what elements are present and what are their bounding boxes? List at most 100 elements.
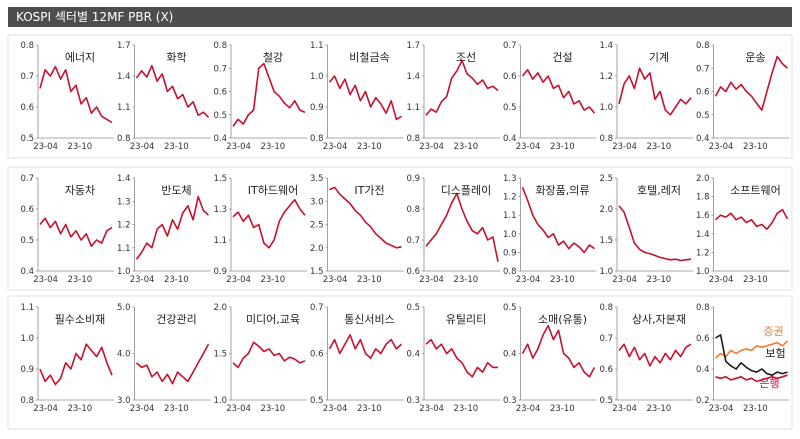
y-tick-label: 0.6 bbox=[213, 88, 227, 98]
y-tick-label: 0.9 bbox=[310, 103, 324, 113]
series-line-1 bbox=[426, 340, 498, 377]
sector-chart-12: 3.53.02.52.01.523-04 23-10IT가전 bbox=[310, 174, 404, 285]
y-tick-label: 0.3 bbox=[406, 396, 420, 406]
y-tick-label: 0.8 bbox=[117, 134, 131, 144]
y-tick-label: 0.7 bbox=[599, 334, 613, 344]
sector-chart-20: 0.70.60.523-04 23-10통신서비스 bbox=[310, 303, 404, 414]
series-line-1 bbox=[523, 70, 595, 113]
y-tick-label: 0.4 bbox=[696, 134, 710, 144]
x-tick-label: 23-10 bbox=[550, 404, 575, 414]
x-tick-label: 23-10 bbox=[743, 142, 768, 152]
x-tick-label: 23-04 bbox=[419, 275, 444, 285]
x-tick-label: 23-10 bbox=[164, 142, 189, 152]
series-line-1 bbox=[619, 206, 691, 261]
x-tick-label: 23-04 bbox=[226, 142, 251, 152]
sector-chart-8: 0.8 0.7 0.6 0.5 0.423-04 23-10 운송 bbox=[696, 41, 790, 152]
y-tick-label: 0.4 bbox=[503, 134, 517, 144]
y-tick-label: 0.7 bbox=[213, 64, 227, 74]
sector-chart-6: 0.7 0.6 0.5 0.423-04 23-10 건설 bbox=[503, 41, 597, 152]
x-tick-label: 23-04 bbox=[709, 142, 734, 152]
sector-chart-2: 1.7 1.4 1.1 0.823-04 23-10 화학 bbox=[117, 41, 211, 152]
y-tick-label: 0.8 bbox=[213, 41, 227, 51]
chart-title: 에너지 bbox=[65, 51, 95, 64]
y-tick-label: 1.6 bbox=[696, 211, 710, 221]
chart-title: 디스플레이 bbox=[441, 184, 492, 197]
y-tick-label: 0.9 bbox=[213, 267, 227, 277]
x-tick-label: 23-10 bbox=[453, 142, 478, 152]
y-tick-label: 1.5 bbox=[213, 350, 227, 360]
chart-title: 필수소비재 bbox=[55, 313, 106, 326]
chart-title: 반도체 bbox=[161, 184, 191, 197]
sector-chart-23: 0.8 0.7 0.6 0.523-04 23-10 상사,자본재 bbox=[599, 303, 693, 414]
x-tick-label: 23-10 bbox=[164, 404, 189, 414]
y-tick-label: 0.6 bbox=[406, 267, 420, 277]
chart-title: 미디어,교육 bbox=[246, 313, 300, 326]
y-tick-label: 1.7 bbox=[406, 41, 420, 51]
y-tick-label: 3.0 bbox=[117, 396, 131, 406]
sector-chart-19: 2.01.51.023-04 23-10미디어,교육 bbox=[213, 303, 307, 414]
x-tick-label: 23-04 bbox=[33, 275, 58, 285]
y-tick-label: 0.6 bbox=[310, 350, 324, 360]
x-tick-label: 23-04 bbox=[419, 142, 444, 152]
y-tick-label: 1.1 bbox=[117, 103, 131, 113]
series-line-1 bbox=[40, 218, 112, 246]
x-tick-label: 23-04 bbox=[323, 404, 348, 414]
series-line-1 bbox=[523, 326, 595, 377]
x-tick-label: 23-04 bbox=[33, 404, 58, 414]
series-line-1 bbox=[716, 210, 788, 230]
x-tick-label: 23-10 bbox=[357, 275, 382, 285]
y-tick-label: 0.7 bbox=[310, 303, 324, 313]
x-tick-label: 23-04 bbox=[226, 275, 251, 285]
y-tick-label: 0.5 bbox=[20, 134, 34, 144]
y-tick-label: 1.5 bbox=[310, 267, 324, 277]
y-tick-label: 0.5 bbox=[213, 111, 227, 121]
sector-chart-24: 0.80.60.40.223-04 23-10증권보험은행 bbox=[696, 303, 790, 414]
sector-chart-1: 0.80.70.60.523-04 23-10에너지 bbox=[20, 41, 114, 152]
y-tick-label: 5.0 bbox=[117, 303, 131, 313]
y-tick-label: 0.5 bbox=[406, 303, 420, 313]
y-tick-label: 0.4 bbox=[406, 350, 420, 360]
series-line-1 bbox=[426, 194, 498, 262]
chart-title: 운송 bbox=[745, 51, 765, 64]
series-line-1 bbox=[619, 68, 691, 115]
y-tick-label: 1.1 bbox=[310, 41, 324, 51]
x-tick-label: 23-10 bbox=[646, 142, 671, 152]
series-line-1 bbox=[716, 57, 788, 111]
series-line-1 bbox=[330, 335, 402, 358]
y-tick-label: 0.9 bbox=[503, 248, 517, 258]
x-tick-label: 23-04 bbox=[612, 275, 637, 285]
y-tick-label: 0.8 bbox=[406, 205, 420, 215]
x-tick-label: 23-10 bbox=[67, 142, 92, 152]
series-line-1 bbox=[426, 61, 498, 116]
x-tick-label: 23-04 bbox=[612, 142, 637, 152]
x-tick-label: 23-04 bbox=[612, 404, 637, 414]
chart-title: 조선 bbox=[456, 51, 476, 64]
x-tick-label: 23-10 bbox=[67, 404, 92, 414]
x-tick-label: 23-10 bbox=[164, 275, 189, 285]
y-tick-label: 2.5 bbox=[310, 221, 324, 231]
x-tick-label: 23-04 bbox=[226, 404, 251, 414]
chart-title: 비철금속 bbox=[349, 51, 389, 64]
y-tick-label: 2.0 bbox=[213, 303, 227, 313]
chart-title: 건설 bbox=[552, 51, 572, 64]
y-tick-label: 0.5 bbox=[599, 396, 613, 406]
x-tick-label: 23-04 bbox=[516, 142, 541, 152]
y-tick-label: 0.8 bbox=[599, 303, 613, 313]
y-tick-label: 1.0 bbox=[213, 396, 227, 406]
series-line-1 bbox=[233, 342, 305, 367]
y-tick-label: 1.1 bbox=[503, 211, 517, 221]
y-tick-label: 1.1 bbox=[213, 236, 227, 246]
series-line-1 bbox=[40, 67, 112, 123]
x-tick-label: 23-04 bbox=[130, 404, 155, 414]
y-tick-label: 0.8 bbox=[696, 303, 710, 313]
sector-chart-10: 1.41.31.21.11.023-04 23-10반도체 bbox=[117, 174, 211, 285]
y-tick-label: 2.5 bbox=[599, 174, 613, 184]
y-tick-label: 0.7 bbox=[696, 64, 710, 74]
x-tick-label: 23-04 bbox=[323, 142, 348, 152]
y-tick-label: 1.3 bbox=[117, 197, 131, 207]
y-tick-label: 0.7 bbox=[20, 174, 34, 184]
y-tick-label: 1.1 bbox=[406, 103, 420, 113]
y-tick-label: 0.5 bbox=[696, 111, 710, 121]
x-tick-label: 23-04 bbox=[516, 275, 541, 285]
sector-chart-13: 0.9 0.8 0.7 0.623-04 23-10 디스플레이 bbox=[406, 174, 500, 285]
